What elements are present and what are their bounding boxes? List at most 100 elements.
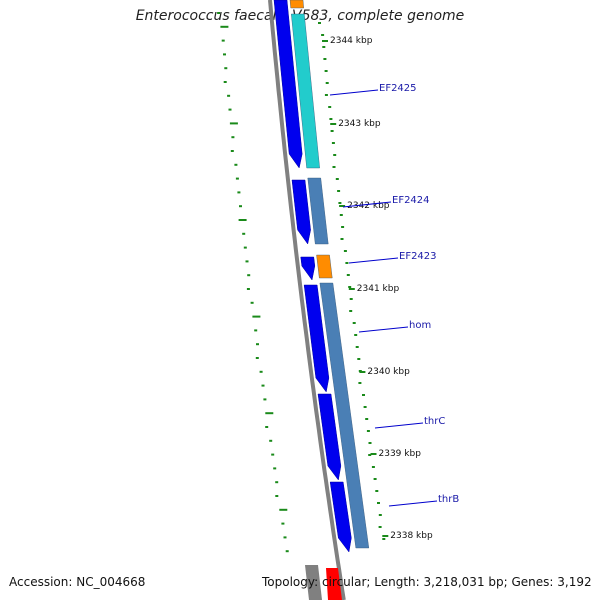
gc-dot — [223, 53, 226, 56]
gc-dot — [263, 398, 267, 401]
gc-content-track — [217, 12, 289, 553]
gc-dot — [220, 25, 229, 28]
gene-label[interactable]: EF2423 — [399, 251, 437, 262]
tick-dot — [324, 94, 328, 96]
gc-dot — [237, 191, 241, 194]
gene-labels: EF2425 EF2424 EF2423 hom thrC thrB — [329, 83, 459, 507]
kbp-tick-mark — [348, 288, 355, 290]
gc-dot — [275, 495, 279, 497]
tick-dot — [321, 34, 325, 36]
kbp-tick-label: 2341 kbp — [357, 284, 400, 294]
gc-dot — [229, 122, 238, 125]
gene-label[interactable]: thrC — [424, 416, 445, 427]
tick-dot — [343, 250, 347, 252]
gc-dot — [223, 81, 227, 83]
kbp-tick-mark — [370, 453, 377, 455]
gene-leader-line — [342, 201, 392, 208]
tick-dot — [355, 346, 359, 348]
cds-block-orange — [289, 0, 304, 9]
kbp-tick-mark — [339, 205, 346, 207]
tick-dot — [328, 106, 332, 108]
cds-arrow-reverse — [317, 393, 342, 481]
tick-dot — [348, 286, 352, 288]
cds-track — [273, 0, 370, 600]
gc-dot — [250, 301, 254, 304]
gene-leader-line — [374, 422, 424, 429]
tick-dot — [337, 190, 341, 192]
gc-dot — [256, 343, 259, 346]
gc-dot — [238, 219, 247, 221]
gene-label[interactable]: EF2424 — [392, 195, 430, 206]
kbp-tick-label: 2338 kbp — [390, 531, 433, 541]
gc-dot — [235, 177, 239, 180]
tick-dot — [339, 214, 343, 216]
gc-dot — [285, 550, 289, 553]
gc-dot — [275, 481, 279, 484]
kbp-tick-label: 2343 kbp — [338, 119, 381, 129]
gc-dot — [273, 467, 277, 470]
gc-dot — [265, 426, 269, 428]
kbp-tick-label: 2340 kbp — [367, 367, 410, 377]
gc-dot — [246, 288, 250, 290]
gene-leader-line — [348, 257, 399, 264]
gc-dot — [217, 12, 221, 14]
tick-dot — [322, 46, 326, 48]
gc-dot — [252, 315, 261, 318]
tick-dot — [354, 334, 358, 336]
gene-leader-line — [358, 326, 409, 333]
cds-arrow-reverse — [300, 256, 316, 281]
kbp-tick-mark — [330, 123, 337, 125]
gc-dot — [228, 108, 232, 111]
tick-dot — [324, 70, 328, 72]
gc-dot — [230, 150, 234, 152]
kbp-tick-label: 2344 kbp — [330, 36, 373, 46]
gene-leader-line — [329, 89, 379, 96]
cds-block-orange — [316, 254, 333, 279]
tick-dot — [375, 490, 379, 492]
cds-arrow-reverse — [329, 481, 352, 553]
gene-label[interactable]: hom — [409, 320, 431, 331]
cds-block-red — [326, 568, 342, 600]
tick-dot — [382, 538, 386, 540]
gc-dot — [271, 453, 275, 456]
tick-dot — [377, 502, 380, 504]
tick-dot — [335, 178, 339, 180]
tick-dot — [358, 382, 362, 384]
gc-dot — [245, 260, 249, 263]
tick-dot — [346, 274, 350, 276]
kbp-tick-mark — [359, 371, 366, 373]
tick-dot — [318, 22, 321, 24]
gc-dot — [255, 357, 259, 359]
kbp-tick-mark — [322, 40, 328, 42]
gene-label[interactable]: thrB — [438, 494, 459, 505]
cds-block-cyan — [291, 13, 320, 169]
gc-dot — [259, 370, 263, 373]
tick-dot — [357, 358, 361, 360]
gc-dot — [254, 329, 258, 332]
tick-dot — [363, 406, 367, 408]
cds-arrow-reverse — [303, 284, 330, 393]
tick-dot — [362, 394, 365, 396]
gene-label[interactable]: EF2425 — [379, 83, 417, 94]
tick-dot — [340, 238, 344, 240]
tick-dot — [341, 226, 345, 228]
tick-dot — [330, 130, 334, 132]
tick-dot — [352, 322, 356, 324]
tick-dot — [329, 118, 333, 120]
gc-dot — [239, 205, 242, 208]
kbp-tick-mark — [382, 535, 389, 537]
genome-backbone — [268, 0, 346, 600]
gc-dot — [224, 67, 228, 70]
backbone-line — [268, 0, 346, 600]
tick-dot — [349, 310, 353, 312]
cds-arrow-reverse — [291, 179, 311, 245]
gc-dot — [247, 274, 251, 277]
kbp-tick-label: 2342 kbp — [347, 201, 390, 211]
tick-dot — [349, 298, 353, 300]
tick-dot — [323, 58, 327, 60]
tick-dot — [345, 262, 349, 264]
tick-dot — [366, 430, 370, 432]
accession-text: Accession: NC_004668 — [9, 575, 146, 589]
tick-dot — [378, 514, 382, 516]
